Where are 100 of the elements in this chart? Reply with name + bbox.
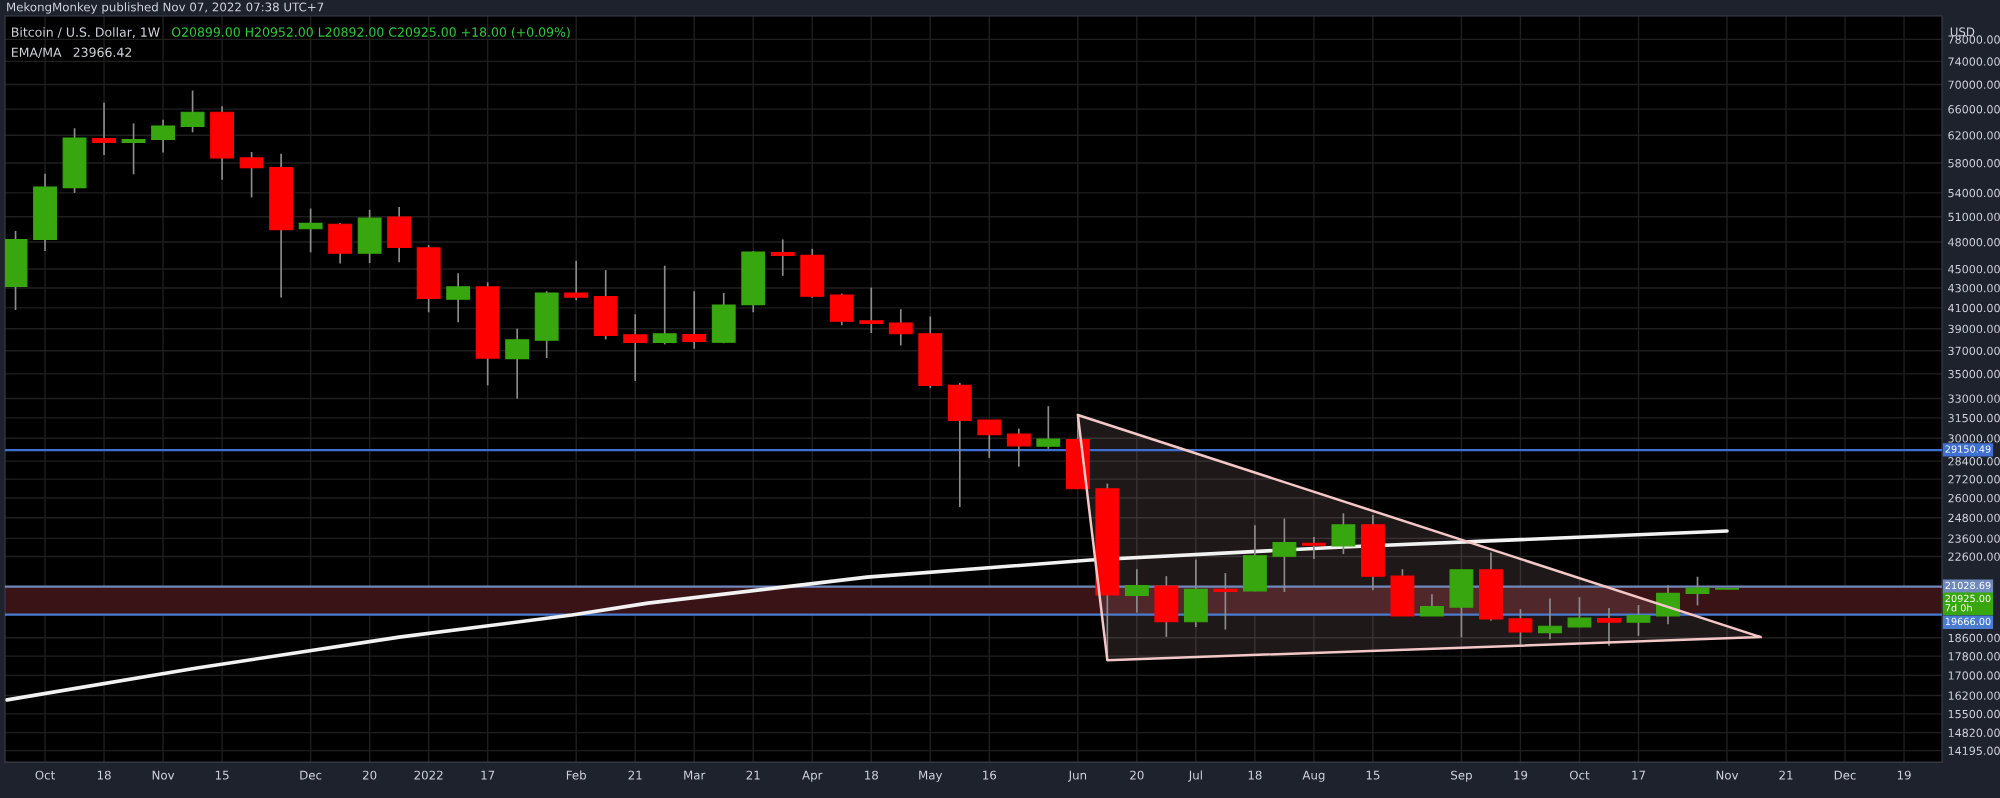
y-tick-label: 78000.00 <box>1948 35 2000 44</box>
y-tick-label: 45000.00 <box>1948 264 2000 274</box>
candlestick <box>505 327 530 400</box>
text: 20925.00 7d 0h <box>1945 594 1991 612</box>
x-tick-label: 17 <box>1632 770 1645 780</box>
x-tick-label: 19 <box>1514 770 1528 780</box>
x-tick-label: 21 <box>746 770 760 780</box>
candlestick <box>977 419 1002 459</box>
candlestick <box>1508 608 1533 646</box>
candlestick <box>888 308 913 347</box>
x-tick-label: 15 <box>215 770 229 780</box>
candlestick <box>180 89 205 134</box>
line-series <box>5 529 1729 702</box>
candlestick <box>92 101 116 156</box>
candlestick <box>1331 512 1356 555</box>
y-tick-label: 51000.00 <box>1948 212 2000 222</box>
x-tick-label: 21 <box>628 770 642 780</box>
y-tick-label: 54000.00 <box>1948 188 2000 198</box>
y-tick-label: 37000.00 <box>1948 346 2000 356</box>
candlestick <box>1567 596 1592 628</box>
x-tick-label: Oct <box>1569 770 1590 780</box>
candlestick <box>1213 572 1238 631</box>
candlestick <box>1685 575 1710 607</box>
x-tick-label: Nov <box>152 770 175 780</box>
x-tick-label: May <box>919 770 943 782</box>
x-tick-label: Feb <box>566 770 586 780</box>
y-axis-title: USD <box>1950 27 1975 37</box>
y-tick-label: 27200.00 <box>1948 475 2000 484</box>
candlestick <box>859 286 884 334</box>
text: Bitcoin / U.S. Dollar, 1W <box>12 27 160 39</box>
x-tick-label: Dec <box>300 770 322 780</box>
x-tick-label: 2022 <box>414 770 443 780</box>
candlestick <box>1006 427 1031 468</box>
candlestick <box>151 119 176 154</box>
y-tick-label: 22600.00 <box>1948 552 2000 561</box>
candlestick <box>623 313 648 382</box>
candlestick <box>1538 597 1562 641</box>
y-tick-label: 17000.00 <box>1948 671 2000 680</box>
candlestick <box>1597 607 1621 647</box>
y-tick-label: 43000.00 <box>1948 283 2000 293</box>
x-tick-label: Oct <box>35 770 55 780</box>
ref-line-label: 19666.00 <box>1945 617 1991 626</box>
y-tick-label: 33000.00 <box>1948 394 2000 403</box>
candlestick <box>1626 604 1651 637</box>
ref-line-label: 29150.49 <box>1945 445 1991 453</box>
x-tick-label: Jun <box>1068 770 1087 782</box>
candlestick <box>1036 405 1061 450</box>
candlestick <box>652 264 677 346</box>
candlestick <box>1124 568 1149 614</box>
y-tick-label: 70000.00 <box>1948 80 2000 89</box>
x-tick-label: Mar <box>684 770 706 780</box>
x-tick-label: Dec <box>1834 770 1856 780</box>
y-tick-label: 74000.00 <box>1948 57 2000 66</box>
x-tick-label: 18 <box>1248 770 1262 780</box>
y-tick-label: 16200.00 <box>1948 691 2000 700</box>
candlestick <box>446 272 471 323</box>
y-tick-label: 18600.00 <box>1948 633 2000 643</box>
y-tick-label: 41000.00 <box>1948 303 2000 313</box>
y-tick-label: 24800.00 <box>1948 513 2000 523</box>
y-tick-label: 26000.00 <box>1948 493 2000 503</box>
x-tick-label: Apr <box>802 770 823 782</box>
candlestick <box>239 151 264 199</box>
y-tick-label: 14195.00 <box>1948 746 2000 755</box>
candlestick <box>1272 517 1297 593</box>
y-tick-label: 39000.00 <box>1948 324 2000 334</box>
y-tick-label: 31500.00 <box>1948 413 2000 423</box>
annotation: O20899.00 H20952.00 L20892.00 C20925.00 +18.00 (+0.09%) <box>171 27 570 39</box>
x-tick-label: 18 <box>865 770 878 780</box>
y-tick-label: 58000.00 <box>1948 159 2000 168</box>
ref-line-label: 21028.69 <box>1945 581 1991 590</box>
text: EMA/MA <box>12 47 62 58</box>
y-tick-label: 17800.00 <box>1948 652 2000 661</box>
candlestick <box>121 122 146 176</box>
y-tick-label: 66000.00 <box>1948 105 2000 114</box>
x-tick-label: 19 <box>1897 770 1911 780</box>
candlestick <box>770 238 795 277</box>
x-tick-label: 20 <box>362 770 377 780</box>
y-tick-label: 30000.00 <box>1948 434 2000 443</box>
candlestick <box>298 207 323 254</box>
x-tick-label: Aug <box>1302 770 1325 782</box>
candlestick <box>1301 536 1326 560</box>
y-tick-label: 15500.00 <box>1948 709 2000 719</box>
candlestick <box>682 290 707 350</box>
x-tick-label: 16 <box>983 770 997 780</box>
chart-subtitle: MekongMonkey published Nov 07, 2022 07:38 UTC+7 <box>7 2 324 14</box>
x-tick-label: Sep <box>1451 770 1472 782</box>
y-tick-label: 62000.00 <box>1948 131 2000 140</box>
y-tick-label: 23600.00 <box>1948 534 2000 543</box>
x-tick-label: 18 <box>97 770 111 780</box>
x-tick-label: Nov <box>1716 770 1739 780</box>
candlestick <box>564 259 589 302</box>
x-tick-label: Jul <box>1188 770 1202 782</box>
x-tick-label: 17 <box>481 770 495 780</box>
x-tick-label: 21 <box>1779 770 1793 780</box>
x-tick-label: 15 <box>1366 770 1380 780</box>
annotation: 23966.42 <box>73 47 132 57</box>
y-tick-label: 35000.00 <box>1948 369 2000 379</box>
x-tick-label: 20 <box>1130 770 1144 780</box>
y-tick-label: 28400.00 <box>1948 457 2000 466</box>
y-tick-label: 48000.00 <box>1948 238 2000 247</box>
